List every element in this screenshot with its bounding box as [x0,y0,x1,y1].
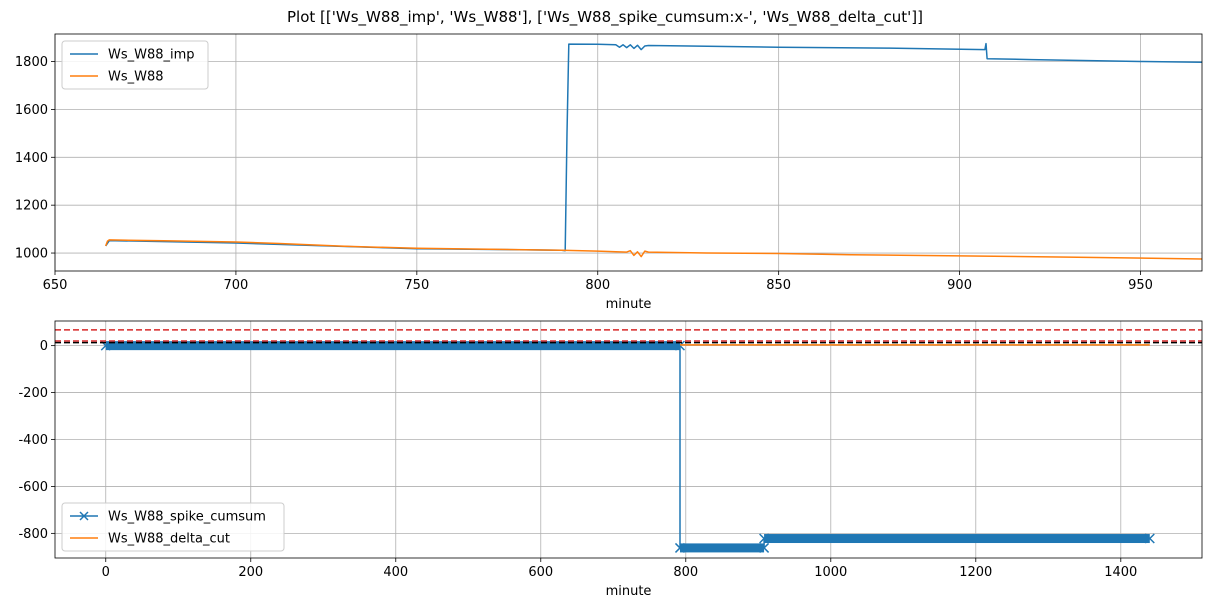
marker-band [105,341,680,351]
y-tick-label: 0 [40,339,48,354]
legend-label: Ws_W88_spike_cumsum [108,510,266,525]
y-tick-label: 1800 [15,55,48,70]
y-tick-label: 1400 [15,151,48,166]
y-tick-label: 1600 [15,103,48,118]
x-marker [1144,533,1155,544]
legend-box [61,502,285,552]
x-marker [759,542,770,553]
axes-frame [54,320,1203,559]
plot-area [104,42,1202,260]
marker-band [764,534,1150,544]
x-tick-label: 700 [224,278,249,293]
legend-label: Ws_W88 [108,70,164,85]
y-tick-label: -800 [18,527,48,542]
y-tick-label: -600 [18,480,48,495]
bottom-plot: 0 200 400 600 800 1000 1200 1400 0 -200 -400 -600 -8… [18,320,1203,599]
axes-frame [54,33,1203,272]
x-tick-label: 750 [404,278,429,293]
x-tick-label: 850 [766,278,791,293]
x-tick-label: 650 [43,278,68,293]
x-marker [674,542,686,553]
x-tick-label: 950 [1128,278,1153,293]
x-tick-label: 800 [673,565,698,580]
x-tick-label: 600 [528,565,553,580]
x-tick-label: 400 [383,565,408,580]
x-tick-label: 0 [102,565,110,580]
y-tick-label: 1000 [15,247,48,262]
x-marker [759,533,770,544]
legend-box [61,40,209,90]
series-line-Ws_W88_imp [105,42,1202,252]
plot-area [100,340,1155,553]
y-tick-label: 1200 [15,199,48,214]
x-tick-label: 1400 [1104,565,1137,580]
x-tick-label: 200 [238,565,263,580]
series-line-Ws_W88 [104,239,1202,260]
y-tick-label: -400 [18,433,48,448]
x-tick-label: 1000 [814,565,847,580]
legend: Ws_W88_spike_cumsum Ws_W88_delta_cut [61,502,285,552]
x-tick-label: 1200 [959,565,992,580]
legend-marker [79,511,89,521]
legend-label: Ws_W88_imp [108,48,195,63]
figure-title: Plot [['Ws_W88_imp', 'Ws_W88'], ['Ws_W88… [287,8,923,27]
x-axis-label: minute [606,297,652,312]
x-tick-label: 800 [585,278,610,293]
x-axis-label: minute [606,584,652,599]
x-tick-label: 900 [947,278,972,293]
top-plot: 650 700 750 800 850 900 950 1000 1200 1400 1600 180… [15,33,1203,312]
legend: Ws_W88_imp Ws_W88 [61,40,209,90]
legend-label: Ws_W88_delta_cut [108,532,230,547]
marker-band [679,543,765,553]
y-tick-label: -200 [18,386,48,401]
